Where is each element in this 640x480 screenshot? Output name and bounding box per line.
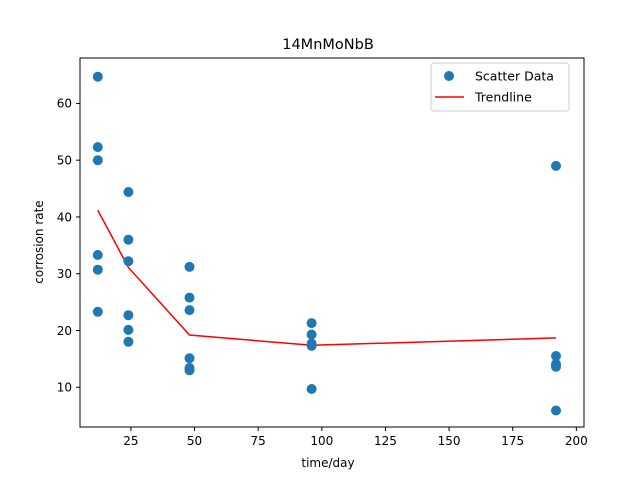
scatter-point xyxy=(551,351,561,361)
scatter-point xyxy=(184,353,195,364)
legend-label-trendline: Trendline xyxy=(474,90,532,105)
y-tick-label: 10 xyxy=(57,381,72,395)
y-axis-ticks: 10 20 30 40 50 60 xyxy=(57,97,80,395)
x-tick-label: 75 xyxy=(251,434,266,448)
scatter-point xyxy=(123,310,134,321)
legend-box xyxy=(430,62,570,112)
scatter-point xyxy=(184,365,195,376)
y-tick-label: 40 xyxy=(57,210,72,224)
scatter-point xyxy=(92,264,103,275)
y-axis-label: corrosion rate xyxy=(32,200,46,283)
scatter-point xyxy=(306,384,317,394)
scatter-point xyxy=(184,261,195,272)
scatter-point xyxy=(184,305,195,316)
scatter-point xyxy=(123,324,134,335)
scatter-point xyxy=(306,340,317,351)
series-layer xyxy=(92,71,561,416)
x-tick-label: 125 xyxy=(374,434,397,448)
scatter-point xyxy=(551,160,561,171)
y-tick-label: 20 xyxy=(57,324,72,338)
x-tick-label: 100 xyxy=(310,434,333,448)
plot-frame xyxy=(79,57,585,428)
scatter-point xyxy=(123,256,134,267)
trendline xyxy=(97,209,557,347)
scatter-point xyxy=(551,405,561,416)
legend: Scatter Data Trendline xyxy=(430,62,570,112)
scatter-point xyxy=(306,329,317,340)
x-tick-label: 175 xyxy=(501,434,524,448)
x-tick-label: 25 xyxy=(123,434,138,448)
scatter-point xyxy=(92,306,103,317)
y-tick-label: 60 xyxy=(57,97,72,111)
scatter-point xyxy=(551,361,561,372)
scatter-point xyxy=(123,234,134,245)
x-tick-label: 150 xyxy=(438,434,461,448)
scatter-point xyxy=(123,336,134,347)
scatter-point xyxy=(123,187,134,197)
x-axis-label: time/day xyxy=(301,456,354,470)
chart-title: 14MnMoNbB xyxy=(282,37,374,53)
x-tick-label: 200 xyxy=(565,434,588,448)
y-tick-label: 50 xyxy=(57,153,72,167)
x-axis-ticks: 25 50 75 100 125 150 175 200 xyxy=(123,427,588,448)
scatter-point xyxy=(92,142,103,153)
legend-label-scatter: Scatter Data xyxy=(475,69,554,84)
scatter-point xyxy=(92,250,103,260)
scatter-point xyxy=(306,318,317,329)
legend-scatter-marker xyxy=(444,71,454,81)
x-tick-label: 50 xyxy=(187,434,202,448)
scatter-point xyxy=(184,292,195,303)
scatter-point xyxy=(92,71,103,82)
scatter-point xyxy=(92,155,103,166)
y-tick-label: 30 xyxy=(57,267,72,281)
